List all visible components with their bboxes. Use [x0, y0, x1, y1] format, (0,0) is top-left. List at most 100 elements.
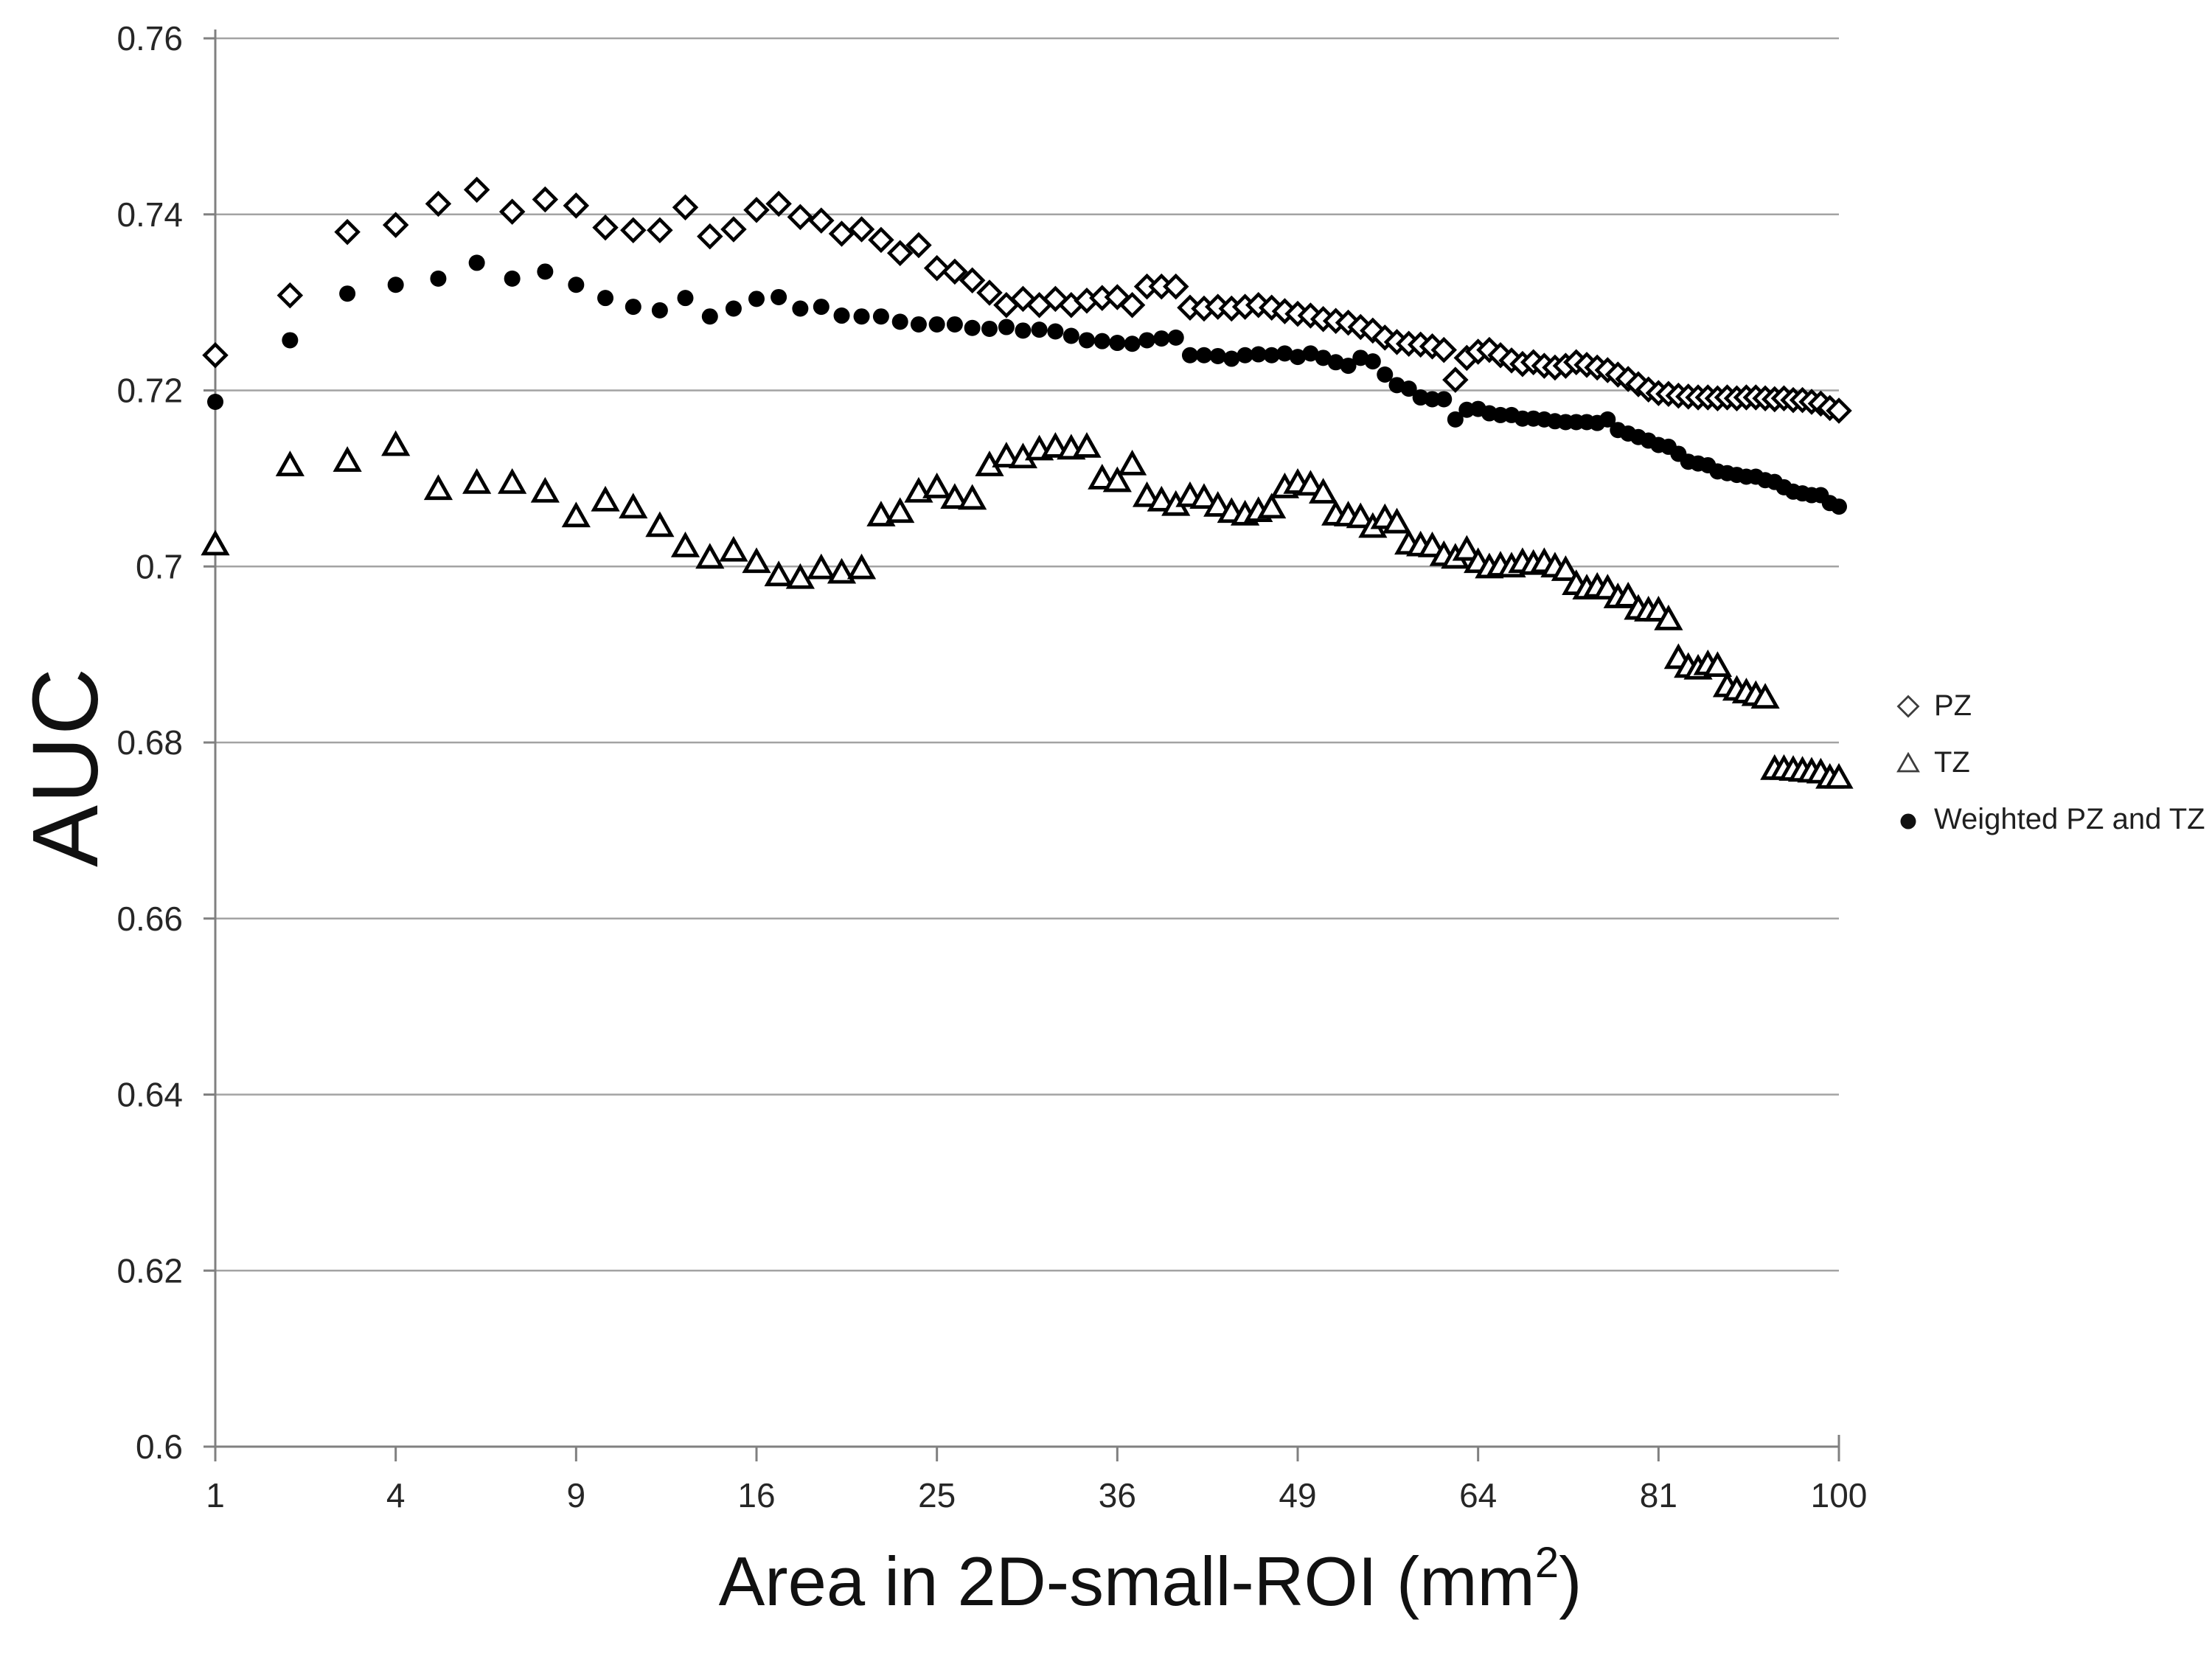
tz-point	[1295, 470, 1325, 496]
tz-point	[1824, 762, 1854, 789]
legend-item-tz: TZ	[1892, 734, 2205, 791]
tz-point	[866, 501, 896, 526]
legend-item-pz: PZ	[1892, 678, 2205, 734]
y-tick-label: 0.6	[136, 1427, 183, 1466]
weighted-point	[792, 300, 809, 317]
pz-point	[463, 176, 490, 204]
tz-point	[827, 557, 857, 584]
x-axis-title-close: )	[1559, 1543, 1582, 1620]
pz-point	[1009, 285, 1037, 313]
tz-point	[530, 476, 560, 503]
pz-point	[959, 267, 986, 294]
weighted-point	[1327, 354, 1344, 371]
tz-point	[1750, 683, 1780, 709]
weighted-point	[537, 263, 554, 280]
weighted-point	[1263, 347, 1280, 364]
weighted-point	[853, 308, 870, 325]
pz-point	[592, 214, 619, 241]
weighted-point	[1015, 322, 1032, 339]
tz-point	[645, 511, 675, 538]
y-tick-label: 0.68	[116, 723, 183, 762]
legend-label-pz: PZ	[1934, 689, 1972, 722]
tz-point	[201, 529, 230, 556]
tz-point	[1654, 604, 1683, 630]
weighted-point	[1831, 498, 1847, 515]
weighted-point	[1599, 411, 1616, 428]
axes	[204, 29, 1840, 1461]
tz-point	[958, 484, 987, 510]
weighted-point	[1400, 380, 1417, 397]
tz-point	[591, 485, 620, 512]
tz-point	[498, 467, 527, 494]
pz-point	[1162, 273, 1189, 300]
tz-point	[1382, 507, 1412, 534]
series-pz	[202, 176, 1852, 424]
tz-point	[922, 472, 952, 498]
weighted-point	[910, 316, 927, 333]
pz-point	[787, 204, 814, 231]
legend: PZ TZ Weighted PZ and TZ	[1892, 678, 2205, 848]
weighted-point	[964, 319, 981, 336]
tz-point	[886, 497, 915, 524]
weighted-point	[1181, 347, 1198, 364]
tz-point	[670, 531, 700, 557]
triangle-icon	[1896, 751, 1920, 772]
weighted-point	[1340, 358, 1357, 375]
pz-point	[848, 216, 875, 243]
tz-point	[561, 501, 591, 528]
y-tick-label: 0.64	[116, 1076, 183, 1114]
y-tick-label: 0.74	[116, 195, 183, 234]
pz-point	[923, 254, 950, 282]
filled-circle-icon	[1900, 813, 1916, 829]
weighted-point	[1195, 347, 1212, 364]
pz-point	[868, 226, 894, 254]
weighted-point	[928, 316, 945, 333]
tz-point	[1703, 651, 1733, 678]
weighted-point	[282, 332, 299, 349]
tz-point	[462, 467, 492, 494]
series-weighted	[207, 254, 1847, 515]
tz-point	[275, 451, 305, 476]
weighted-point	[813, 299, 830, 316]
weighted-point	[872, 308, 889, 325]
x-tick-label: 36	[1099, 1476, 1136, 1514]
weighted-point	[597, 290, 614, 307]
weighted-point	[1093, 333, 1110, 349]
tz-point	[807, 553, 836, 580]
x-tick-label: 100	[1811, 1476, 1868, 1514]
weighted-point	[625, 299, 641, 316]
pz-point	[697, 223, 723, 250]
pz-point	[905, 232, 932, 259]
weighted-point	[430, 270, 447, 287]
weighted-point	[207, 394, 223, 411]
y-tick-label: 0.62	[116, 1251, 183, 1290]
x-tick-label: 64	[1459, 1476, 1497, 1514]
weighted-point	[651, 302, 668, 319]
tz-point	[785, 563, 815, 589]
pz-point	[498, 198, 526, 225]
weighted-point	[1109, 335, 1126, 352]
weighted-point	[998, 319, 1015, 335]
x-tick-label: 9	[567, 1476, 586, 1514]
pz-point	[743, 197, 770, 223]
weighted-point	[1447, 411, 1464, 428]
pz-point	[976, 279, 1003, 306]
tz-point	[1102, 466, 1132, 493]
pz-point	[886, 240, 914, 267]
x-tick-label: 81	[1640, 1476, 1677, 1514]
weighted-point	[1250, 346, 1267, 363]
pz-point	[425, 190, 452, 218]
y-tick-label: 0.72	[116, 372, 183, 410]
weighted-point	[387, 276, 404, 293]
y-tick-label: 0.7	[136, 547, 183, 585]
weighted-point	[946, 316, 963, 333]
tick-labels: 0.760.740.720.70.680.660.640.620.61 4 9 16 2…	[116, 19, 1867, 1514]
tz-point	[619, 493, 648, 519]
weighted-point	[1352, 349, 1369, 366]
x-tick-label: 1	[206, 1476, 225, 1514]
weighted-point	[1167, 329, 1184, 346]
tz-point	[1147, 485, 1176, 512]
pz-point	[808, 207, 835, 234]
weighted-point	[1062, 327, 1079, 344]
